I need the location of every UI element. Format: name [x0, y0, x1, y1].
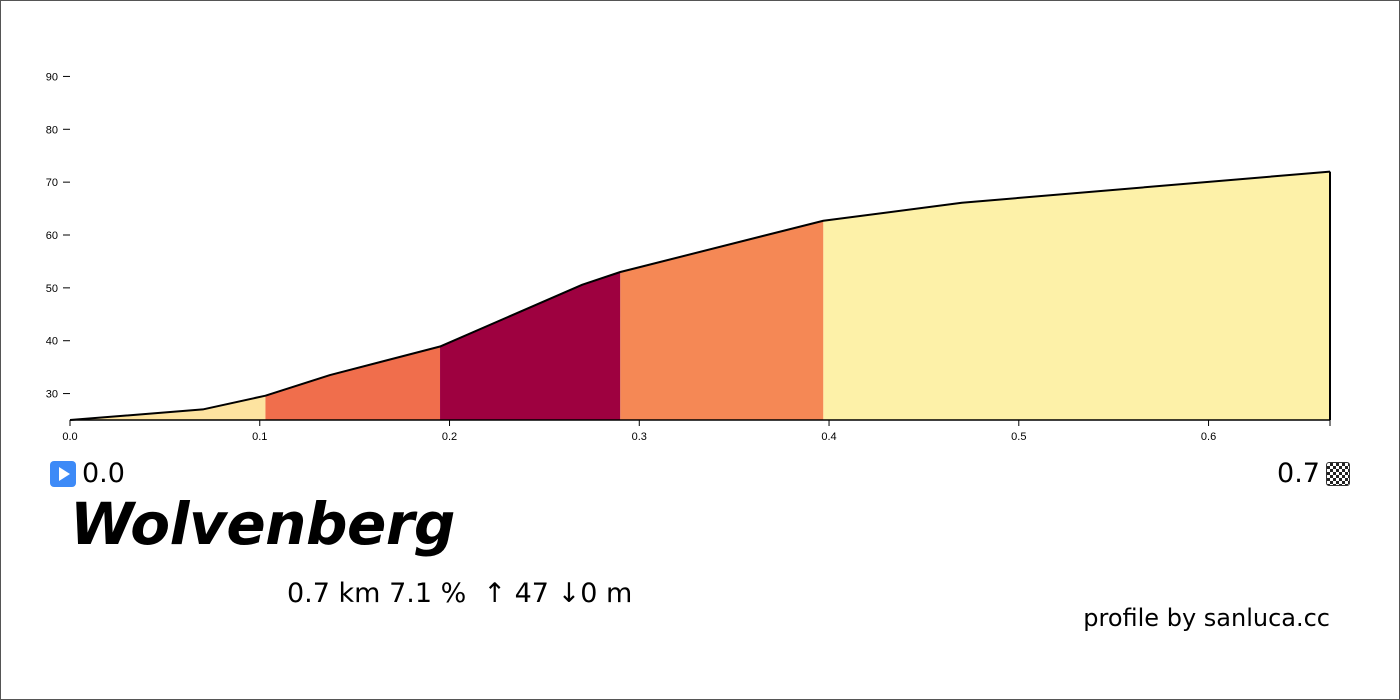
y-tick-label: 80: [46, 124, 58, 136]
gradient-segment-4: [620, 220, 824, 420]
gradient-segments: [70, 171, 1330, 420]
gradient-segment-1: [70, 395, 266, 420]
y-tick-label: 40: [46, 336, 58, 348]
end-km-label: 0.7: [1277, 458, 1320, 489]
y-tick-label: 50: [46, 283, 58, 295]
y-tick-label: 70: [46, 177, 58, 189]
climb-title: Wolvenberg: [70, 490, 455, 558]
start-km-label: 0.0: [82, 458, 125, 489]
stat-ascent: ↑ 47: [483, 578, 549, 609]
stat-gradient: 7.1 %: [389, 578, 467, 609]
profile-outline: [69, 170, 1331, 421]
x-tick-label: 0.6: [1201, 431, 1216, 443]
x-tick-label: 0.2: [442, 431, 457, 443]
play-icon: [50, 460, 76, 487]
y-tick-label: 60: [46, 230, 58, 242]
stat-descent: ↓0 m: [557, 578, 633, 609]
elevation-line: [69, 170, 1331, 421]
gradient-segment-2: [265, 346, 441, 420]
stat-distance: 0.7 km: [287, 578, 381, 609]
x-tick-label: 0.5: [1011, 431, 1026, 443]
y-tick-label: 30: [46, 389, 58, 401]
climb-stats: 0.7 km 7.1 % ↑ 47 ↓0 m: [287, 578, 632, 609]
finish-marker: 0.7: [1277, 458, 1350, 489]
y-tick-label: 90: [46, 71, 58, 83]
start-marker: 0.0: [50, 458, 125, 489]
gradient-segment-3: [440, 272, 621, 420]
x-tick-label: 0.0: [62, 431, 77, 443]
x-tick-label: 0.1: [252, 431, 267, 443]
credit-text: profile by sanluca.cc: [1083, 604, 1330, 632]
gradient-segment-5: [823, 171, 1330, 420]
axes: 0.0 0.1 0.2 0.3 0.4 0.5 0.6 30 40 50 60 70 80 90: [46, 71, 1331, 443]
x-tick-label: 0.3: [632, 431, 647, 443]
x-tick-label: 0.4: [821, 431, 836, 443]
checkered-flag-icon: [1326, 461, 1350, 486]
